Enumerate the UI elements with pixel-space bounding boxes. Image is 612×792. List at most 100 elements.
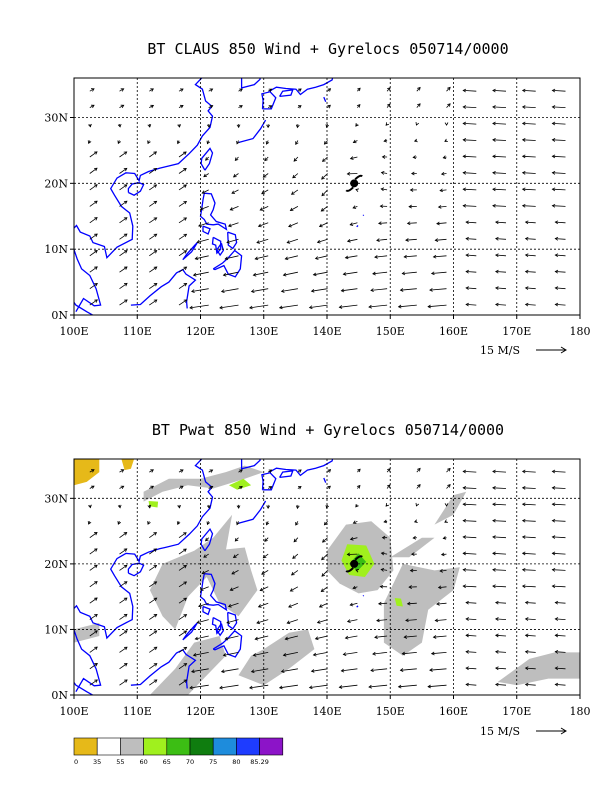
- wind-arrow-head: [321, 192, 326, 197]
- wind-arrow: [466, 651, 477, 653]
- wind-arrow: [372, 652, 388, 655]
- wind-arrow-head: [355, 568, 359, 573]
- wind-arrow: [402, 271, 417, 274]
- wind-arrow: [149, 184, 157, 191]
- wind-arrow-head: [224, 256, 229, 261]
- wind-arrow-head: [355, 188, 359, 192]
- wind-arrow: [89, 233, 98, 240]
- wind-arrow-head: [465, 617, 469, 621]
- wind-arrow: [433, 255, 447, 258]
- wind-arrow-head: [355, 503, 359, 508]
- wind-arrow-head: [442, 155, 447, 160]
- wind-arrow-head: [323, 141, 328, 145]
- wind-arrow-head: [94, 679, 98, 683]
- coastline: [212, 249, 243, 278]
- wind-arrow: [195, 635, 209, 640]
- wind-arrow-head: [492, 535, 496, 539]
- wind-arrow: [291, 189, 299, 195]
- wind-arrow-head: [521, 567, 526, 572]
- wind-arrow-head: [427, 304, 431, 309]
- wind-arrow-head: [232, 173, 237, 178]
- wind-arrow: [309, 304, 328, 308]
- wind-arrow: [525, 602, 536, 604]
- wind-arrow: [555, 271, 566, 273]
- pwat-shading: [143, 465, 264, 502]
- wind-arrow-head: [521, 121, 526, 126]
- wind-arrow-head: [94, 646, 98, 651]
- wind-arrow-head: [123, 564, 128, 569]
- wind-arrow-head: [462, 469, 467, 474]
- wind-arrow: [339, 684, 358, 688]
- wind-arrow-head: [417, 467, 421, 472]
- wind-arrow-head: [224, 636, 229, 641]
- wind-arrow: [228, 602, 239, 607]
- wind-arrow: [253, 652, 269, 656]
- wind-arrow: [291, 570, 299, 576]
- wind-arrow-head: [192, 653, 197, 657]
- wind-arrow-head: [252, 272, 257, 277]
- wind-arrow-head: [123, 200, 128, 205]
- wind-arrow-head: [492, 187, 496, 192]
- wind-arrow-head: [521, 138, 526, 142]
- wind-arrow-head: [465, 633, 469, 638]
- wind-arrow-head: [150, 469, 154, 473]
- wind-arrow-head: [262, 554, 267, 559]
- wind-arrow: [119, 564, 128, 571]
- wind-arrow-head: [346, 171, 351, 176]
- wind-arrow: [440, 570, 447, 572]
- wind-arrow: [552, 536, 566, 539]
- wind-arrow-head: [316, 620, 321, 624]
- colorbar-swatch: [189, 737, 214, 756]
- pwat-shading: [238, 629, 315, 686]
- wind-arrow: [440, 189, 447, 191]
- wind-arrow-head: [434, 238, 439, 242]
- wind-arrow-head: [554, 666, 559, 671]
- wind-arrow: [119, 184, 128, 191]
- wind-arrow-head: [430, 271, 435, 276]
- wind-arrow: [292, 173, 299, 179]
- wind-arrow-head: [462, 187, 467, 192]
- wind-arrow-head: [231, 190, 236, 194]
- coastline: [74, 301, 94, 315]
- wind-arrow-head: [123, 282, 128, 287]
- wind-arrow-head: [120, 104, 125, 109]
- wind-arrow-head: [256, 240, 260, 244]
- wind-arrow-head: [524, 220, 529, 225]
- wind-arrow: [149, 646, 158, 653]
- wind-arrow-head: [352, 139, 357, 144]
- wind-arrow-head: [465, 286, 469, 290]
- wind-arrow-head: [282, 272, 287, 277]
- wind-arrow-head: [205, 157, 209, 161]
- wind-arrow: [285, 255, 298, 260]
- wind-arrow: [555, 254, 566, 257]
- wind-arrow-head: [153, 630, 158, 634]
- wind-arrow-head: [236, 521, 240, 526]
- wind-arrow: [149, 630, 157, 637]
- wind-arrow-head: [551, 469, 556, 474]
- wind-arrow: [522, 106, 536, 108]
- coastline: [212, 629, 243, 658]
- wind-arrow-head: [312, 272, 317, 277]
- wind-arrow-head: [327, 104, 331, 109]
- wind-arrow-head: [492, 154, 496, 159]
- wind-arrow: [552, 487, 566, 489]
- wind-arrow-head: [120, 469, 125, 473]
- wind-arrow: [149, 565, 157, 571]
- wind-arrow: [492, 487, 507, 489]
- wind-arrow-head: [495, 302, 499, 307]
- wind-arrow-head: [227, 223, 232, 228]
- wind-arrow-head: [430, 651, 435, 656]
- coastline: [74, 78, 261, 313]
- wind-arrow-head: [521, 203, 526, 208]
- wind-arrow: [119, 266, 128, 273]
- wind-arrow-head: [94, 167, 98, 172]
- wind-arrow-head: [465, 302, 469, 307]
- wind-arrow: [525, 238, 536, 240]
- wind-arrow: [178, 581, 187, 588]
- wind-arrow: [178, 565, 187, 571]
- wind-arrow: [372, 271, 388, 275]
- wind-arrow-head: [191, 289, 195, 293]
- wind-arrow-head: [298, 88, 302, 92]
- wind-arrow: [495, 304, 507, 306]
